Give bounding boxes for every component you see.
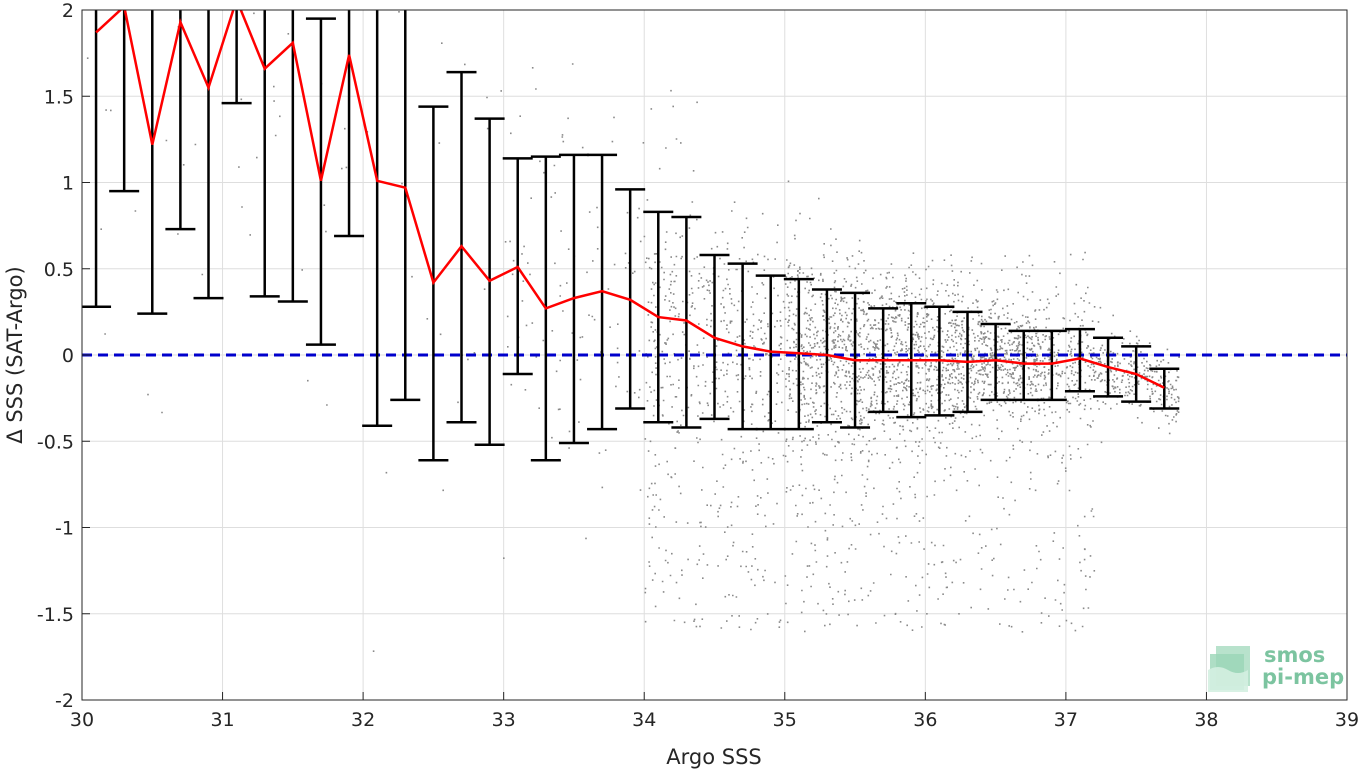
error-bar xyxy=(165,10,196,231)
error-bar xyxy=(277,10,308,303)
y-tick-label: 0 xyxy=(62,345,74,367)
error-bar xyxy=(221,10,252,105)
error-bar xyxy=(980,322,1011,402)
error-bar xyxy=(671,215,702,429)
x-tick-label: 39 xyxy=(1335,709,1359,731)
error-bar xyxy=(305,17,336,346)
error-bar xyxy=(1064,327,1095,393)
y-tick-label: -2 xyxy=(55,690,74,712)
error-bar xyxy=(1008,329,1039,402)
y-axis-title: Δ SSS (SAT-Argo) xyxy=(3,266,27,443)
x-tick-label: 31 xyxy=(210,709,234,731)
error-bar xyxy=(249,10,280,298)
x-tick-label: 35 xyxy=(773,709,797,731)
error-bar xyxy=(362,10,393,427)
y-tick-label: 1.5 xyxy=(44,86,74,108)
y-tick-label: -1.5 xyxy=(37,604,74,626)
x-axis-title: Argo SSS xyxy=(666,745,761,769)
error-bar xyxy=(137,10,168,315)
axis-ticks: 30 31 32 33 34 35 36 37 38 39 -2 -1.5 -1 -0.5 0 0.5 1 1.5… xyxy=(37,0,1359,731)
error-bar xyxy=(109,10,140,193)
x-tick-label: 30 xyxy=(70,709,94,731)
x-tick-label: 37 xyxy=(1054,709,1078,731)
x-tick-label: 34 xyxy=(632,709,656,731)
mean-line xyxy=(95,10,1165,389)
y-tick-label: 2 xyxy=(62,0,74,22)
logo-line2: pi-mep xyxy=(1262,665,1344,689)
logo-line1: smos xyxy=(1264,643,1325,667)
error-bar xyxy=(82,10,112,308)
x-tick-label: 38 xyxy=(1194,709,1218,731)
error-bar xyxy=(390,10,421,402)
x-tick-label: 33 xyxy=(492,709,516,731)
y-tick-label: -0.5 xyxy=(37,431,74,453)
y-tick-label: 0.5 xyxy=(44,259,74,281)
x-tick-label: 36 xyxy=(913,709,937,731)
y-tick-label: 1 xyxy=(62,173,74,195)
y-tick-label: -1 xyxy=(55,518,74,540)
x-tick-label: 32 xyxy=(351,709,375,731)
error-bar xyxy=(334,10,365,238)
error-bar xyxy=(1149,367,1180,410)
error-bar xyxy=(1036,329,1067,402)
smos-pi-mep-logo: smos pi-mep xyxy=(1208,643,1344,692)
error-bar xyxy=(193,10,224,300)
